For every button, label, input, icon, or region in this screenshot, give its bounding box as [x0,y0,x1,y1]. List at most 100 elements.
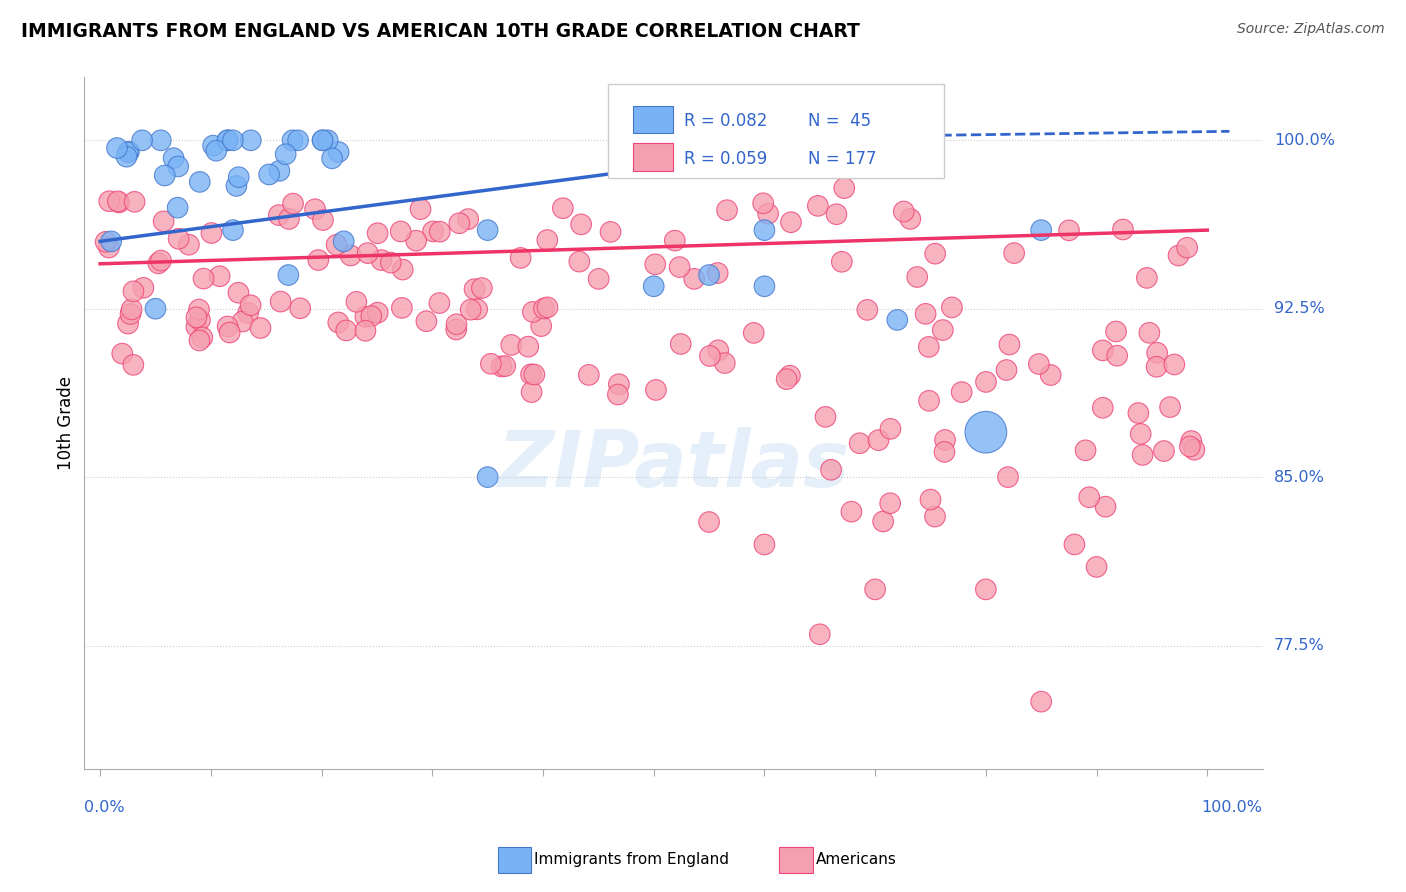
Point [934,433,956,447]
Point [205,144,228,158]
Point [328,316,350,330]
Point [357,246,380,260]
Point [699,349,721,363]
Point [872,515,894,529]
Point [270,294,292,309]
Point [950,385,973,400]
Point [107,194,129,209]
Point [311,133,333,147]
Point [200,226,222,240]
Point [520,368,543,382]
Point [606,387,628,401]
Point [162,151,184,165]
Point [905,270,928,285]
Point [856,302,879,317]
Point [697,515,720,529]
Point [277,268,299,282]
Point [191,330,214,344]
Text: Source: ZipAtlas.com: Source: ZipAtlas.com [1237,22,1385,37]
Point [1129,426,1152,441]
Point [236,306,259,320]
Point [1057,223,1080,237]
Point [754,223,776,237]
Point [1153,444,1175,458]
Point [509,251,531,265]
Point [166,201,188,215]
Point [367,226,389,240]
Point [186,319,208,334]
Point [893,204,915,219]
Point [444,322,467,336]
Point [111,346,134,360]
Point [409,202,432,216]
Point [974,582,997,597]
Point [644,257,666,271]
Point [471,281,494,295]
Text: 0.0%: 0.0% [83,799,124,814]
Point [754,279,776,293]
Point [1094,500,1116,514]
Point [779,368,801,383]
Text: 77.5%: 77.5% [1274,638,1324,653]
Point [1074,443,1097,458]
Point [380,255,402,269]
Point [354,310,377,324]
Point [405,234,427,248]
Point [1137,326,1160,340]
Point [304,202,326,217]
Point [354,324,377,338]
Point [1159,400,1181,414]
Point [118,145,141,159]
Point [231,314,253,328]
Point [569,218,592,232]
Text: N =  45: N = 45 [807,112,870,130]
Point [202,138,225,153]
Point [465,302,488,317]
Point [974,425,997,440]
Point [167,160,190,174]
Text: 85.0%: 85.0% [1274,469,1324,484]
Point [105,141,128,155]
Point [188,334,211,348]
Point [290,301,312,316]
Point [188,313,211,327]
Point [122,358,145,372]
Point [149,133,172,147]
Point [533,301,555,316]
Point [429,296,451,310]
Point [287,133,309,147]
Point [754,537,776,551]
Y-axis label: 10th Grade: 10th Grade [58,376,75,470]
Point [1136,271,1159,285]
Point [370,253,392,268]
FancyBboxPatch shape [609,85,945,178]
Point [501,338,523,352]
Point [924,246,946,260]
Point [924,509,946,524]
Point [460,302,482,317]
Point [122,285,145,299]
Point [808,627,831,641]
Point [1028,357,1050,371]
Point [316,133,339,147]
Point [1107,349,1129,363]
Point [186,310,208,325]
FancyBboxPatch shape [633,105,673,133]
Point [332,235,354,249]
Point [831,254,853,268]
Point [121,302,143,317]
Point [328,145,350,159]
Point [124,194,146,209]
Point [464,282,486,296]
Point [429,225,451,239]
Point [391,301,413,315]
Point [522,305,544,319]
Point [449,216,471,230]
Point [668,260,690,274]
FancyBboxPatch shape [633,143,673,170]
Point [100,235,122,249]
Point [918,340,941,354]
Point [669,337,692,351]
Point [1091,401,1114,415]
Point [477,470,499,484]
